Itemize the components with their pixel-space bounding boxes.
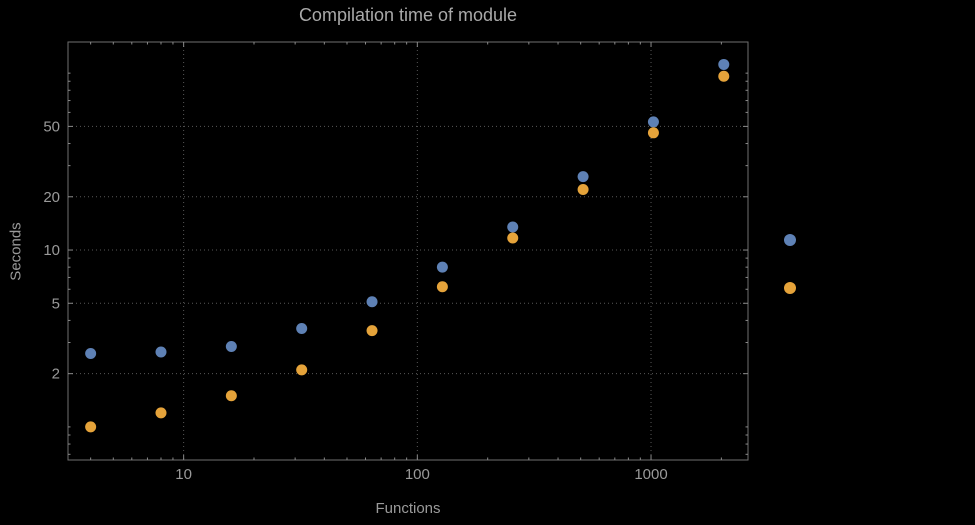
svg-text:2: 2 [52, 366, 60, 383]
svg-text:20: 20 [43, 189, 60, 206]
chart-title: Compilation time of module [298, 5, 518, 25]
svg-text:100: 100 [405, 466, 430, 483]
svg-text:10: 10 [175, 466, 192, 483]
legend-marker-series-1 [784, 234, 796, 246]
x-axis-label: Functions [375, 500, 441, 517]
svg-text:5: 5 [52, 295, 60, 312]
legend [784, 234, 824, 330]
svg-text:1000: 1000 [634, 466, 667, 483]
svg-text:10: 10 [43, 242, 60, 259]
svg-text:50: 50 [43, 118, 60, 135]
legend-marker-series-2 [784, 282, 796, 294]
y-axis-label: Seconds [7, 222, 25, 281]
